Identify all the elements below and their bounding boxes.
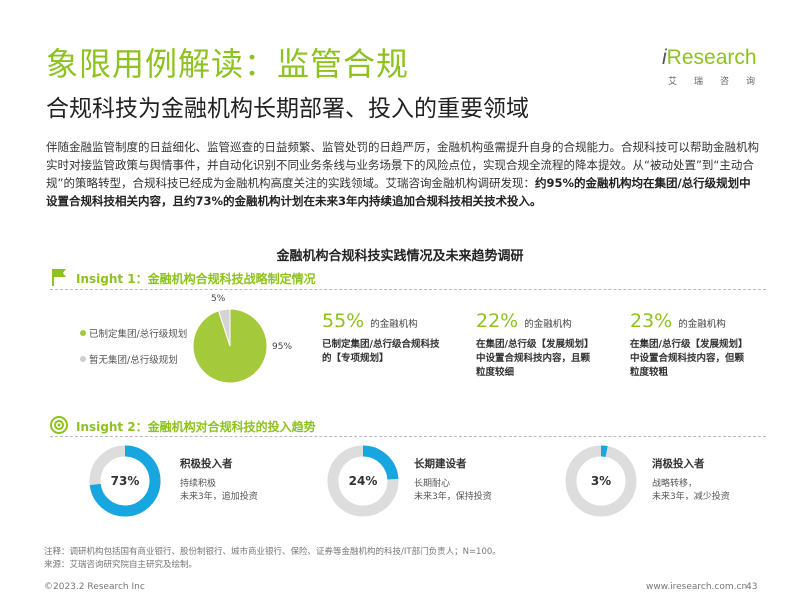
insight2-label: Insight 2：金融机构对合规科技的投入趋势 [76,420,316,434]
stat-value: 23% [630,310,673,332]
donut-pct-passive: 3% [590,474,612,488]
pie-slice [217,308,231,347]
logo-wordmark: iResearch [662,46,757,69]
page-number: 43 [746,582,758,592]
intro-text: 伴随金融监管制度的日益细化、监管巡查的日益频繁、监管处罚的日趋严厉，金融机构亟需… [46,140,759,190]
legend-item-planned: 已制定集团/总行级规划 [80,326,187,340]
insight1-label: Insight 1：金融机构合规科技战略制定情况 [76,272,316,286]
donut-long-term-builders [327,445,399,517]
donut-desc-passive: 战略转移， 未来3年，减少投资 [652,479,730,502]
strategy-pie-chart [192,308,268,384]
donut-passive-investors [565,445,637,517]
intro-highlight: 约95%的金融机构均在集团/总行级规划中设置合规科技相关内容，且约73%的金融机… [46,176,751,208]
logo-chinese-name: 艾瑞咨询 [668,77,773,87]
stat-value: 55% [322,310,365,332]
stat-desc-3: 在集团/总行级【发展规划】 中设置合规科技内容，但颗 粒度较粗 [630,339,748,378]
stat-block-1: 55% 的金融机构 [322,310,418,332]
intro-paragraph: 伴随金融监管制度的日益细化、监管巡查的日益频繁、监管处罚的日趋严厉，金融机构亟需… [46,138,762,210]
page-subtitle: 合规科技为金融机构长期部署、投入的重要领域 [46,96,529,122]
note-annotation: 注释：调研机构包括国有商业银行、股份制银行、城市商业银行、保险、证券等金融机构的… [44,547,501,557]
donut-desc-long-term: 长期耐心 未来3年，保持投资 [414,479,492,502]
donut-title-active: 积极投入者 [180,458,233,470]
iresearch-logo: iResearch 艾瑞咨询 [662,46,762,92]
donut-title-passive: 消极投入者 [652,458,705,470]
stat-value: 22% [476,310,519,332]
legend-item-unplanned: 暂无集团/总行级规划 [80,352,178,366]
donut-active-investors [89,445,161,517]
donut-pct-long-term: 24% [348,474,378,488]
donut-title-long-term: 长期建设者 [414,458,467,470]
note-source: 来源：艾瑞咨询研究院自主研究及绘制。 [44,560,198,570]
stat-block-2: 22% 的金融机构 [476,310,572,332]
insight1-divider [50,289,766,290]
donut-desc-active: 持续积极 未来3年，追加投资 [180,479,258,502]
pie-label-small: 5% [211,294,226,304]
insight2-divider [50,436,766,437]
footer-url: www.iresearch.com.cn [646,582,748,592]
legend-swatch [80,356,86,362]
stat-desc-2: 在集团/总行级【发展规划】 中设置合规科技内容，且颗 粒度较细 [476,339,594,378]
flag-icon [52,269,66,286]
target-icon [50,416,68,434]
donut-value-arc [89,445,161,517]
legend-swatch [80,330,86,336]
donut-value-arc [327,445,399,517]
stat-block-3: 23% 的金融机构 [630,310,726,332]
footer-copyright: ©2023.2 Research Inc [44,582,145,592]
donut-pct-active: 73% [110,474,140,488]
survey-title: 金融机构合规科技实践情况及未来趋势调研 [276,249,524,264]
pie-label-large: 95% [272,342,293,352]
stat-desc-1: 已制定集团/总行级合规科技 的【专项规划】 [322,339,440,364]
donut-value-arc [565,445,637,517]
page-title: 象限用例解读：监管合规 [46,45,410,83]
